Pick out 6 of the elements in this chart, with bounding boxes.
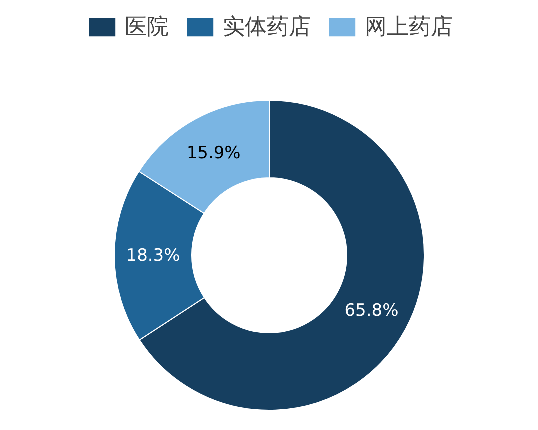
data-label: 65.8% [344,300,399,321]
data-label: 15.9% [186,143,241,164]
legend-label: 实体药店 [223,14,311,42]
legend-label: 网上药店 [365,14,453,42]
data-label: 18.3% [126,246,180,266]
legend-label: 医院 [125,14,169,42]
